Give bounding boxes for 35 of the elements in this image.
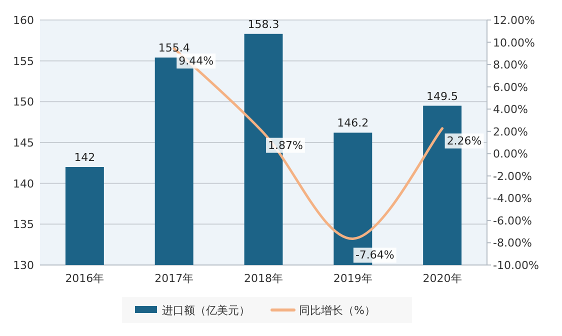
y2-tick-label: -8.00% (493, 236, 532, 250)
x-tick-label: 2019年 (333, 272, 372, 285)
y-tick-label: 160 (13, 14, 34, 27)
legend-label: 同比增长（%） (299, 304, 376, 317)
x-tick-label: 2020年 (422, 272, 462, 285)
data-label: 1.87% (268, 138, 303, 152)
y-tick-label: 140 (13, 177, 34, 190)
data-label: 158.3 (248, 18, 280, 31)
legend-label: 进口额（亿美元） (162, 304, 250, 317)
y-tick-label: 135 (13, 218, 34, 232)
y-tick-label: 130 (13, 259, 34, 272)
y2-tick-label: 0.00% (493, 148, 528, 161)
y2-tick-label: -2.00% (493, 170, 532, 183)
y2-tick-label: 6.00% (493, 80, 528, 94)
data-label: 146.2 (337, 116, 369, 130)
y-tick-label: 145 (13, 136, 34, 150)
data-label: 9.44% (178, 54, 214, 68)
y-tick-label: 155 (13, 54, 34, 68)
y2-tick-label: 8.00% (493, 58, 528, 72)
data-label: 2.26% (446, 134, 482, 148)
y2-tick-label: 2.00% (493, 125, 528, 138)
data-label: -7.64% (355, 248, 394, 262)
data-label: 155.4 (158, 42, 190, 55)
y2-tick-label: -6.00% (493, 214, 532, 228)
data-label: 142 (74, 151, 96, 164)
y2-tick-label: -10.00% (493, 259, 539, 272)
x-tick-label: 2017年 (154, 272, 194, 285)
y-tick-label: 150 (13, 96, 34, 109)
y2-tick-label: -4.00% (493, 192, 532, 206)
data-label: 149.5 (426, 90, 458, 103)
x-tick-label: 2018年 (244, 272, 283, 285)
y2-tick-label: 12.00% (493, 14, 535, 27)
x-tick-label: 2016年 (65, 272, 104, 285)
y2-tick-label: 4.00% (493, 103, 528, 116)
y2-tick-label: 10.00% (493, 36, 535, 50)
